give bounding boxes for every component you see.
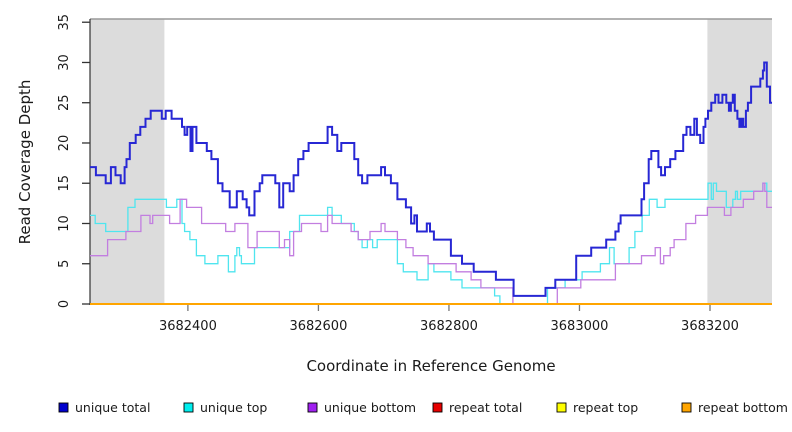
legend-swatch-repeat-bottom xyxy=(681,402,692,413)
x-axis-title: Coordinate in Reference Genome xyxy=(306,357,555,375)
legend-label-repeat-top: repeat top xyxy=(573,400,638,415)
series-lines xyxy=(90,61,772,305)
axes: 3682400 3682600 3682800 3683000 3683200 0 5 10 1… xyxy=(57,14,772,334)
y-tick-label: 15 xyxy=(57,175,72,192)
repeat-region-shading xyxy=(707,19,772,304)
legend-swatch-unique-top xyxy=(183,402,194,413)
x-tick-label: 3683200 xyxy=(681,319,739,334)
legend-label-unique-total: unique total xyxy=(75,400,150,415)
x-tick-label: 3682400 xyxy=(159,319,217,334)
series-line-unique-bottom xyxy=(90,182,772,305)
y-tick-label: 30 xyxy=(57,54,72,71)
legend-swatch-unique-total xyxy=(58,402,69,413)
legend: unique total unique top unique bottom repea… xyxy=(58,400,788,415)
y-axis-title: Read Coverage Depth xyxy=(16,80,34,245)
series-line-unique-total xyxy=(90,61,772,297)
legend-swatch-repeat-total xyxy=(432,402,443,413)
x-tick-label: 3683000 xyxy=(551,319,609,334)
y-tick-label: 10 xyxy=(57,215,72,232)
legend-label-unique-bottom: unique bottom xyxy=(324,400,416,415)
legend-swatch-repeat-top xyxy=(556,402,567,413)
x-tick-label: 3682800 xyxy=(420,319,478,334)
y-tick-label: 20 xyxy=(57,135,72,152)
y-tick-label: 35 xyxy=(57,14,72,31)
y-tick-label: 0 xyxy=(57,300,72,308)
series-line-unique-top xyxy=(90,182,772,305)
legend-label-repeat-total: repeat total xyxy=(449,400,522,415)
shaded-repeat-regions xyxy=(90,19,772,304)
legend-label-repeat-bottom: repeat bottom xyxy=(698,400,788,415)
legend-label-unique-top: unique top xyxy=(200,400,267,415)
y-tick-label: 25 xyxy=(57,94,72,111)
x-tick-label: 3682600 xyxy=(289,319,347,334)
y-tick-label: 5 xyxy=(57,260,72,268)
legend-swatch-unique-bottom xyxy=(307,402,318,413)
